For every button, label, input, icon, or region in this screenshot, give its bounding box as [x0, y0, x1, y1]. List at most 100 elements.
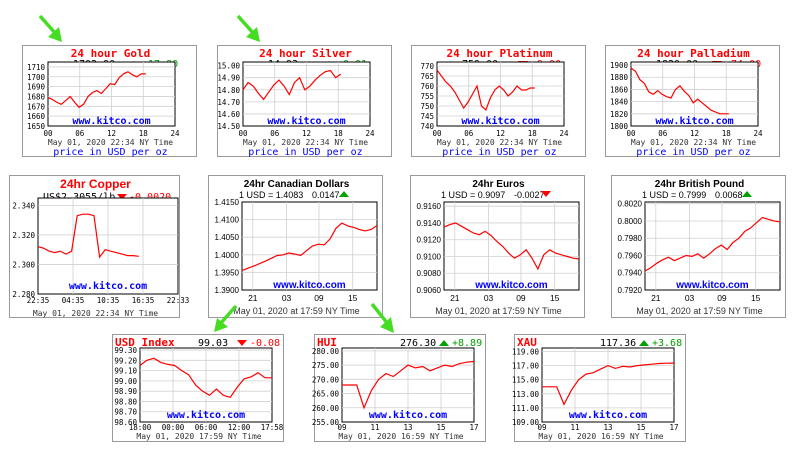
series-line	[644, 216, 781, 272]
y-tick-label: 270.00	[312, 375, 340, 384]
timestamp-label: May 01, 2020 22:34 NY Time	[631, 138, 756, 147]
x-tick-label: 03	[685, 293, 695, 303]
timestamp-label: May 01, 2020 at 17:59 NY Time	[435, 306, 561, 316]
y-tick-label: 0.9160	[417, 202, 442, 211]
series-line	[241, 222, 378, 272]
x-tick-label: 17	[669, 423, 678, 432]
chart-panel-hui[interactable]: HUI 276.30 +8.89 280.00 275.00 270.00 265.00 26…	[312, 334, 486, 442]
up-arrow-icon	[439, 340, 449, 346]
y-tick-label: 0.8020	[618, 200, 643, 209]
y-tick-label: 99.20	[114, 356, 137, 365]
chart-title: 24 hour Gold	[71, 47, 150, 60]
chart-panel-palladium[interactable]: 24 hour Palladium1820.00-74.001900188018…	[605, 45, 780, 158]
x-tick-label: 06:00	[195, 423, 218, 432]
x-tick-label: 17	[469, 423, 478, 432]
x-tick-label: 00:00	[162, 423, 185, 432]
chart-panel-gold[interactable]: 24 hour Gold1702.90+17.80171017001690168…	[22, 45, 197, 158]
y-tick-label: 111.00	[512, 404, 540, 413]
pointer-arrow-icon	[370, 302, 394, 333]
x-tick-label: 00	[43, 129, 53, 138]
y-tick-label: 1.4050	[215, 233, 240, 242]
y-tick-label: 15.00	[217, 62, 240, 71]
price-value: 276.30	[400, 338, 436, 349]
y-tick-label: 14.80	[217, 86, 240, 95]
y-tick-label: 1.3950	[215, 268, 240, 277]
timestamp-label: May 01, 2020 22:34 NY Time	[243, 138, 368, 147]
x-tick-label: 15	[751, 293, 761, 303]
chart-panel-eur[interactable]: 24hr Euros 1 USD = 0.9097 -0.0027 0.9160 0.9…	[410, 175, 585, 318]
series-line	[342, 360, 475, 410]
change-value: 0.0068	[715, 190, 743, 200]
x-tick-label: 15	[550, 293, 560, 303]
y-tick-label: 1.4000	[215, 251, 240, 260]
timestamp-label: May 01, 2020 16:59 NY Time	[538, 432, 663, 441]
brand-label: www.kitco.com	[461, 115, 539, 127]
x-tick-label: 17:58	[261, 423, 284, 432]
y-tick-label: 1820	[610, 110, 629, 119]
chart-panel-copper[interactable]: 24hr CopperUS$2.3055/lb-0.00202.3402.320…	[9, 175, 189, 318]
rate-value: 1 USD = 1.4083	[239, 190, 303, 200]
x-tick-label: 18	[334, 129, 344, 138]
unit-label: price in USD per oz	[442, 147, 556, 158]
price-value: 117.36	[600, 338, 636, 349]
y-tick-label: 115.00	[512, 376, 540, 385]
x-tick-label: 12:00	[228, 423, 251, 432]
x-tick-label: 22:35	[27, 296, 50, 305]
y-tick-label: 755	[420, 92, 434, 101]
y-tick-label: 99.00	[114, 377, 137, 386]
chart-panel-platinum[interactable]: 24 hour Platinum759.00-9.007707657607557…	[411, 45, 586, 158]
x-tick-label: 11	[570, 423, 579, 432]
chart-title: 24 hour Palladium	[637, 47, 750, 60]
brand-label: www.kitco.com	[655, 115, 733, 127]
change-value: 0.0147	[312, 190, 340, 200]
series-line	[37, 213, 139, 259]
brand-label: www.kitco.com	[474, 280, 548, 291]
x-tick-label: 03	[484, 293, 494, 303]
y-tick-label: 260.00	[312, 404, 340, 413]
x-tick-label: 09	[337, 423, 346, 432]
series-line	[47, 71, 146, 109]
x-tick-label: 00	[238, 129, 248, 138]
x-tick-label: 18:00	[129, 423, 152, 432]
chart-panel-gbp[interactable]: 24hr British Pound 1 USD = 0.7999 0.0068 0.…	[611, 175, 786, 318]
x-tick-label: 13	[603, 423, 612, 432]
y-tick-label: 98.90	[114, 387, 137, 396]
brand-label: www.kitco.com	[569, 409, 647, 421]
y-tick-label: 0.9140	[417, 219, 442, 228]
y-tick-label: 1660	[27, 112, 46, 121]
x-tick-label: 22:33	[167, 296, 190, 305]
x-tick-label: 15	[636, 423, 645, 432]
brand-label: www.kitco.com	[267, 115, 345, 127]
y-tick-label: 0.7940	[618, 269, 643, 278]
rate-value: 1 USD = 0.7999	[642, 190, 706, 200]
chart-title: 24 hour Platinum	[447, 47, 553, 60]
chart-panel-silver[interactable]: 24 hour Silver14.93+0.0115.0014.9014.801…	[217, 45, 392, 158]
chart-panel-cad[interactable]: 24hr Canadian Dollars 1 USD = 1.4083 0.014…	[208, 175, 383, 318]
timestamp-label: May 01, 2020 17:59 NY Time	[136, 432, 261, 441]
x-tick-label: 00	[626, 129, 636, 138]
y-tick-label: 0.7920	[618, 286, 643, 295]
down-arrow-icon	[237, 340, 247, 346]
x-tick-label: 09	[314, 293, 324, 303]
y-tick-label: 1840	[610, 98, 629, 107]
chart-title: 24hr Euros	[472, 179, 525, 190]
y-tick-label: 14.90	[217, 74, 240, 83]
x-tick-label: 12	[690, 129, 699, 138]
timestamp-label: May 01, 2020 at 17:59 NY Time	[233, 306, 359, 316]
chart-panel-usd[interactable]: USD Index 99.03 -0.08 99.30 99.20 99.10 99.00 9…	[112, 334, 284, 442]
x-tick-label: 13	[403, 423, 412, 432]
unit-label: price in USD per oz	[248, 147, 362, 158]
x-tick-label: 15	[436, 423, 445, 432]
x-tick-label: 04:35	[62, 296, 85, 305]
x-tick-label: 10:35	[97, 296, 120, 305]
chart-svg-copper: 24hr CopperUS$2.3055/lb-0.00202.3402.320…	[12, 177, 189, 318]
y-tick-label: 740	[420, 122, 434, 131]
timestamp-label: May 01, 2020 at 17:59 NY Time	[636, 306, 762, 316]
chart-panel-xau[interactable]: XAU 117.36 +3.68 119.00 117.00 115.00 113.00 11…	[512, 334, 686, 442]
y-tick-label: 0.7980	[618, 234, 643, 243]
x-tick-label: 16:35	[132, 296, 155, 305]
y-tick-label: 0.9060	[417, 286, 442, 295]
x-tick-label: 18	[722, 129, 732, 138]
